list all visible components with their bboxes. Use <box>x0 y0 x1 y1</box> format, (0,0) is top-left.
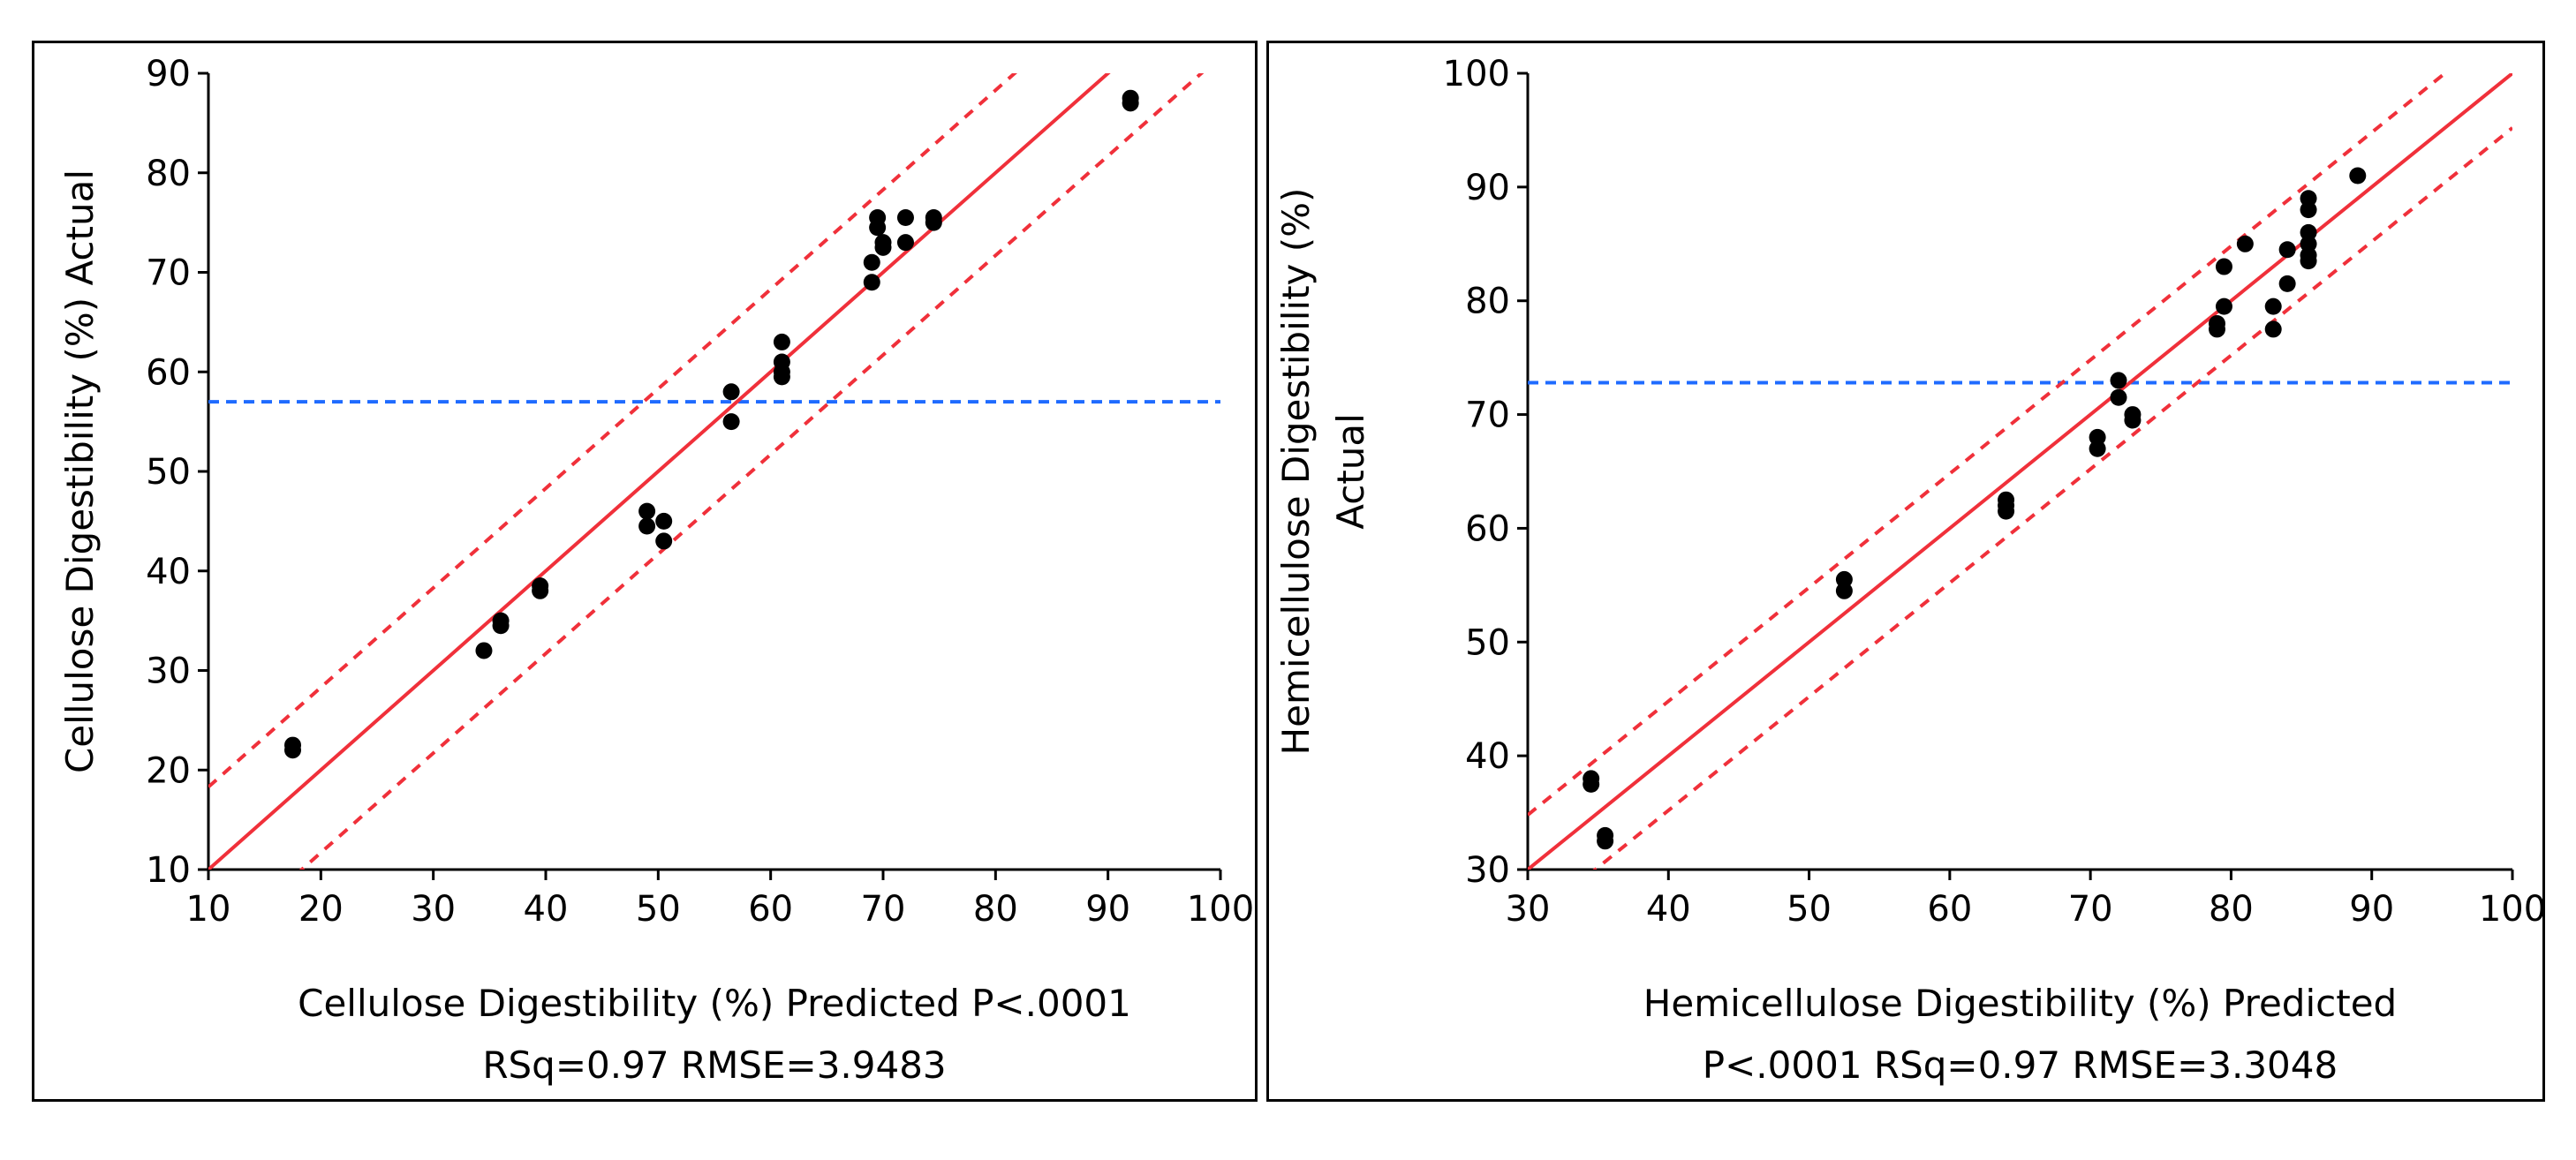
data-point <box>2300 201 2317 219</box>
fit-line <box>208 73 1111 870</box>
data-point <box>722 383 740 401</box>
lower-confidence-line <box>1592 126 2512 870</box>
data-point <box>2215 298 2232 315</box>
x-tick-label: 30 <box>411 889 456 930</box>
data-point <box>475 642 493 659</box>
data-point <box>2110 372 2127 389</box>
y-tick-label: 50 <box>146 452 191 493</box>
x-tick-label: 10 <box>186 889 231 930</box>
y-tick-label: 30 <box>1465 850 1510 891</box>
data-point <box>284 742 301 759</box>
y-axis-title: Hemicellulose Digestibility (%) <box>1274 188 1318 756</box>
data-point <box>925 214 942 231</box>
data-point <box>1122 94 1139 112</box>
y-tick-label: 40 <box>146 552 191 592</box>
data-point <box>2349 167 2367 185</box>
data-point <box>2236 235 2254 252</box>
data-point <box>1835 582 1853 599</box>
data-point <box>2209 320 2225 338</box>
data-point <box>2278 241 2296 259</box>
x-tick-label: 90 <box>1085 889 1130 930</box>
x-tick-label: 50 <box>1787 889 1832 930</box>
y-tick-label: 50 <box>1465 622 1510 663</box>
data-point <box>874 238 892 256</box>
data-point <box>896 208 914 226</box>
data-point <box>638 502 656 520</box>
x-tick-label: 50 <box>636 889 681 930</box>
upper-confidence-line <box>208 73 1017 788</box>
data-point <box>1998 502 2015 520</box>
x-axis-title: Hemicellulose Digestibility (%) Predicte… <box>1643 982 2397 1025</box>
data-point <box>655 512 673 530</box>
x-tick-label: 100 <box>2479 889 2542 930</box>
data-point <box>773 368 790 386</box>
x-tick-label: 20 <box>298 889 344 930</box>
x-axis-title: Cellulose Digestibility (%) Predicted P<… <box>298 982 1131 1025</box>
y-tick-label: 90 <box>146 54 191 94</box>
y-tick-label: 90 <box>1465 168 1510 208</box>
data-point <box>863 274 880 291</box>
fit-statistics-label: P<.0001 RSq=0.97 RMSE=3.3048 <box>1703 1043 2338 1087</box>
x-tick-label: 70 <box>861 889 906 930</box>
y-axis-title-line2: Actual <box>1329 413 1372 530</box>
data-point <box>869 219 887 237</box>
y-tick-label: 70 <box>146 253 191 294</box>
data-point <box>1597 832 1614 850</box>
data-point <box>638 517 656 535</box>
data-point <box>773 333 790 350</box>
hemicellulose-chart: 30 40 50 60 70 80 90 100 30 40 50 60 70 80 90 100 Hemice… <box>1274 54 2542 1087</box>
y-tick-label: 60 <box>1465 508 1510 549</box>
x-tick-label: 90 <box>2349 889 2394 930</box>
x-tick-label: 80 <box>2209 889 2254 930</box>
data-point <box>2300 252 2317 270</box>
data-point <box>2264 298 2282 315</box>
x-tick-label: 30 <box>1506 889 1551 930</box>
fit-line <box>1528 73 2512 870</box>
x-tick-label: 100 <box>1187 889 1254 930</box>
x-tick-label: 40 <box>1646 889 1691 930</box>
data-point <box>2089 440 2106 457</box>
y-tick-label: 80 <box>146 154 191 194</box>
data-point <box>863 253 880 271</box>
data-point <box>2278 275 2296 292</box>
x-tick-label: 60 <box>748 889 793 930</box>
y-tick-label: 30 <box>146 652 191 692</box>
data-point <box>492 617 510 635</box>
data-point <box>655 532 673 550</box>
y-tick-label: 60 <box>146 352 191 393</box>
data-point <box>896 234 914 252</box>
data-point <box>2215 258 2232 275</box>
y-tick-label: 40 <box>1465 736 1510 777</box>
chart-panel-cellulose: 10 20 30 40 50 60 70 80 90 10 20 30 40 50 60 70 80 90 100 C… <box>32 41 1258 1102</box>
y-tick-label: 10 <box>146 850 191 891</box>
x-tick-label: 40 <box>524 889 569 930</box>
x-tick-label: 80 <box>973 889 1018 930</box>
lower-confidence-line <box>298 73 1205 870</box>
data-point <box>2264 320 2282 338</box>
x-tick-label: 60 <box>1927 889 1972 930</box>
y-tick-label: 80 <box>1465 282 1510 322</box>
chart-panel-hemicellulose: 30 40 50 60 70 80 90 100 30 40 50 60 70 80 90 100 Hemice… <box>1266 41 2545 1102</box>
y-axis-title: Cellulose Digestibility (%) Actual <box>58 169 102 773</box>
data-point <box>2124 411 2142 429</box>
cellulose-chart: 10 20 30 40 50 60 70 80 90 10 20 30 40 50 60 70 80 90 100 C… <box>58 54 1254 1087</box>
data-point <box>532 582 549 599</box>
data-point <box>2110 388 2127 406</box>
fit-statistics-label: RSq=0.97 RMSE=3.9483 <box>482 1043 946 1087</box>
y-tick-label: 20 <box>146 750 191 791</box>
data-point <box>1583 775 1600 793</box>
data-point <box>722 413 740 431</box>
y-tick-label: 100 <box>1443 54 1510 94</box>
y-tick-label: 70 <box>1465 395 1510 436</box>
upper-confidence-line <box>1528 73 2448 817</box>
x-tick-label: 70 <box>2068 889 2113 930</box>
